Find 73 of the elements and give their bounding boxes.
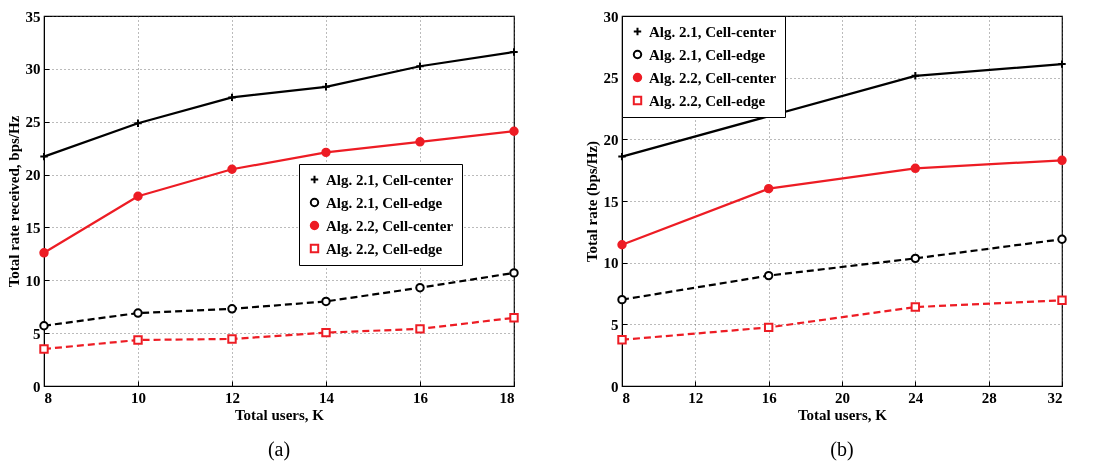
x-tick-label: 10 bbox=[131, 389, 146, 406]
point bbox=[763, 322, 774, 333]
y-axis-title: Total rate received, bps/Hz bbox=[5, 115, 22, 288]
point bbox=[415, 324, 425, 334]
legend-label: Alg. 2.2, Cell-edge bbox=[649, 92, 766, 109]
y-tick-label: 5 bbox=[33, 325, 41, 342]
point bbox=[910, 163, 921, 174]
legend-label: Alg. 2.2, Cell-center bbox=[326, 217, 454, 234]
point bbox=[509, 126, 519, 136]
x-tick-label: 16 bbox=[761, 389, 778, 406]
point bbox=[509, 313, 519, 323]
point bbox=[763, 183, 774, 194]
point bbox=[1057, 234, 1067, 244]
legend-label: Alg. 2.1, Cell-edge bbox=[649, 46, 766, 63]
point bbox=[321, 296, 331, 307]
legend-label: Alg. 2.1, Cell-center bbox=[326, 171, 454, 188]
y-tick-label: 10 bbox=[603, 255, 619, 272]
y-tick-label: 25 bbox=[603, 70, 619, 87]
point bbox=[617, 294, 627, 305]
point bbox=[1057, 155, 1067, 165]
x-axis-title: Total users, K bbox=[797, 406, 888, 423]
x-tick-label: 8 bbox=[44, 389, 52, 406]
x-tick-label: 14 bbox=[319, 389, 335, 406]
y-tick-label: 5 bbox=[611, 316, 619, 333]
point bbox=[39, 321, 49, 331]
point bbox=[509, 268, 519, 278]
text: (b) bbox=[830, 438, 854, 461]
x-tick-label: 16 bbox=[413, 389, 429, 406]
point bbox=[227, 334, 237, 344]
point bbox=[763, 270, 774, 281]
y-axis-title: Total rate (bps/Hz) bbox=[583, 140, 601, 263]
point bbox=[415, 282, 425, 293]
x-tick-label: 24 bbox=[908, 389, 924, 406]
y-tick-label: 15 bbox=[25, 219, 41, 236]
x-tick-label: 32 bbox=[1047, 389, 1063, 406]
point bbox=[321, 327, 331, 338]
y-tick-label: 20 bbox=[25, 167, 41, 184]
y-tick-label: 0 bbox=[33, 378, 41, 395]
y-tick-label: 15 bbox=[603, 193, 619, 210]
y-tick-label: 20 bbox=[603, 131, 619, 148]
x-axis-title: Total users, K bbox=[234, 406, 325, 423]
x-tick-label: 8 bbox=[622, 389, 630, 406]
point bbox=[910, 302, 921, 312]
legend-label: Alg. 2.1, Cell-edge bbox=[326, 194, 443, 211]
point bbox=[39, 344, 49, 354]
point bbox=[39, 248, 49, 258]
point bbox=[133, 191, 143, 201]
point bbox=[133, 308, 143, 318]
x-tick-label: 28 bbox=[981, 389, 997, 406]
x-tick-label: 12 bbox=[225, 389, 240, 406]
y-tick-label: 0 bbox=[611, 378, 619, 395]
point bbox=[321, 147, 331, 158]
point bbox=[415, 137, 425, 147]
y-tick-label: 30 bbox=[603, 8, 619, 25]
point bbox=[1057, 295, 1067, 305]
x-tick-label: 20 bbox=[835, 389, 850, 406]
point bbox=[227, 304, 237, 314]
y-tick-label: 35 bbox=[25, 8, 41, 25]
point bbox=[910, 253, 921, 264]
point bbox=[321, 82, 331, 92]
point bbox=[133, 335, 143, 345]
legend-label: Alg. 2.1, Cell-center bbox=[649, 23, 777, 40]
x-tick-label: 18 bbox=[499, 389, 515, 406]
legend-label: Alg. 2.2, Cell-edge bbox=[326, 240, 443, 257]
x-tick-label: 12 bbox=[688, 389, 704, 406]
legend-label: Alg. 2.2, Cell-center bbox=[649, 69, 777, 86]
y-tick-label: 30 bbox=[25, 61, 41, 78]
point bbox=[227, 164, 237, 174]
y-tick-label: 25 bbox=[25, 114, 41, 131]
y-tick-label: 10 bbox=[25, 272, 41, 289]
point bbox=[617, 240, 627, 250]
text: (a) bbox=[267, 438, 291, 461]
point bbox=[617, 335, 627, 345]
